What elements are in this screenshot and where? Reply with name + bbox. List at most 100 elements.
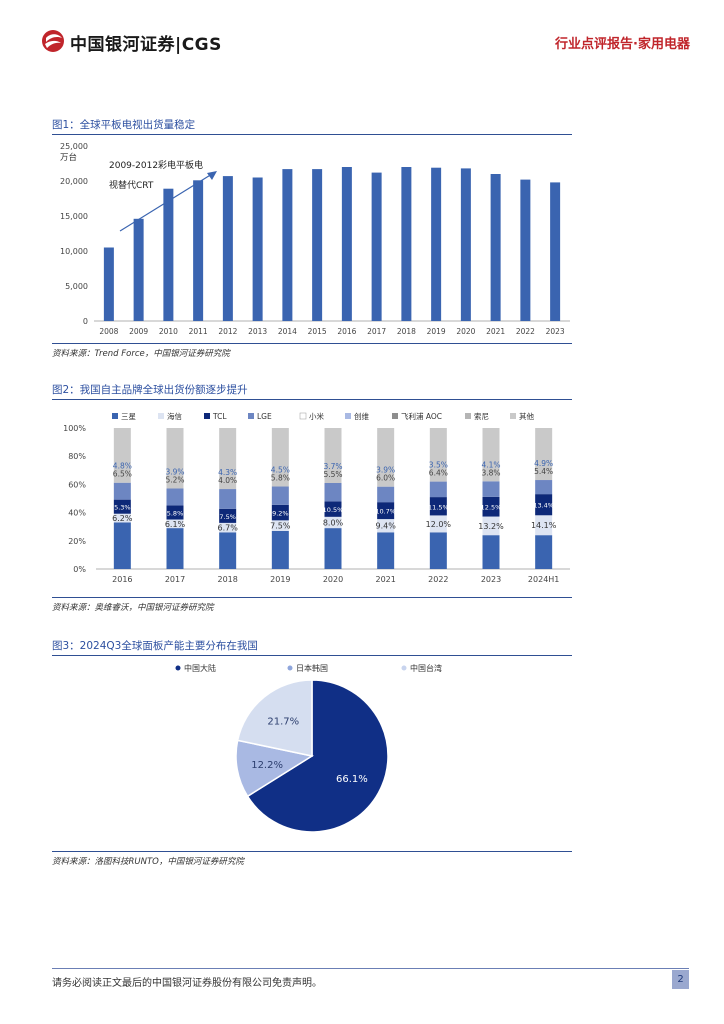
- x-tick-label: 2020: [323, 575, 343, 584]
- figure2-top-rule: [52, 399, 572, 400]
- x-tick-label: 2012: [218, 327, 237, 336]
- xiaomi-label: 3.5%: [429, 461, 448, 470]
- pie-slice-中国大陆: [246, 679, 389, 833]
- figure2-stacked-bar-chart: 三星 海信 TCL LGE 小米 创维 飞利浦 AOC 索尼 其他 100% 80% 60% 40% 20…: [63, 411, 570, 584]
- skyworth-label: 6.5%: [113, 470, 132, 479]
- x-tick-label: 2020: [456, 327, 475, 336]
- figure3-bottom-rule: [52, 851, 572, 852]
- x-tick-label: 2018: [397, 327, 416, 336]
- annotation-line1: 2009-2012彩电平板电: [109, 159, 203, 171]
- bar-segment-海信: [271, 520, 289, 531]
- bar-segment-TCL: [166, 505, 184, 520]
- x-tick-label: 2024H1: [528, 575, 559, 584]
- x-tick-label: 2017: [367, 327, 386, 336]
- xiaomi-label: 4.3%: [218, 468, 237, 477]
- bar-segment-LGE: [429, 481, 447, 498]
- bar-segment-LGE: [324, 482, 342, 502]
- legend-label: TCL: [212, 412, 227, 421]
- skyworth-label: 5.4%: [534, 467, 553, 476]
- x-tick-label: 2013: [248, 327, 267, 336]
- legend-label: 日本韩国: [296, 663, 328, 673]
- bar-segment-海信: [535, 515, 553, 536]
- bar-segment-海信: [113, 513, 131, 523]
- footer-disclaimer: 请务必阅读正文最后的中国银河证券股份有限公司免责声明。: [52, 978, 322, 989]
- bar-2023: [550, 182, 561, 321]
- y-tick-label: 60%: [68, 480, 86, 489]
- x-tick-label: 2014: [278, 327, 297, 336]
- x-tick-label: 2009: [129, 327, 148, 336]
- bar-2018: [401, 167, 412, 321]
- x-tick-label: 2010: [159, 327, 178, 336]
- report-type: 行业点评报告·家用电器: [555, 37, 690, 52]
- x-tick-label: 2021: [375, 575, 395, 584]
- tcl-label: 13.4%: [533, 502, 554, 510]
- hisense-label: 8.0%: [323, 518, 344, 527]
- figure3-top-rule: [52, 655, 572, 656]
- hisense-label: 6.1%: [165, 520, 186, 529]
- pie-label: 12.2%: [251, 760, 283, 771]
- x-tick-label: 2019: [270, 575, 290, 584]
- hisense-label: 13.2%: [478, 522, 504, 531]
- bar-2014: [282, 169, 293, 321]
- figure1-bottom-rule: [52, 343, 572, 344]
- figure2-title: 图2：我国自主品牌全球出货份额逐步提升: [52, 384, 248, 396]
- hisense-label: 9.4%: [376, 522, 397, 531]
- bar-segment-三星: [113, 522, 131, 569]
- bar-segment-TCL: [219, 508, 237, 523]
- bar-segment-三星: [429, 532, 447, 569]
- bar-segment-海信: [429, 515, 447, 533]
- bar-2009: [133, 218, 144, 321]
- y-tick-label: 25,000: [60, 142, 88, 151]
- bar-segment-海信: [219, 522, 237, 533]
- bar-segment-TCL: [271, 504, 289, 521]
- legend-swatch: [112, 413, 118, 419]
- figure1-title: 图1：全球平板电视出货量稳定: [52, 119, 196, 131]
- bar-segment-LGE: [219, 489, 237, 509]
- legend-label: 三星: [121, 412, 136, 421]
- skyworth-label: 5.5%: [323, 470, 342, 479]
- page-number: 2: [672, 970, 689, 989]
- x-tick-label: 2016: [337, 327, 356, 336]
- bar-segment-LGE: [113, 482, 131, 500]
- tcl-label: 5.3%: [114, 504, 131, 512]
- skyworth-label: 3.8%: [481, 468, 500, 477]
- legend-dot: [401, 665, 407, 671]
- tcl-label: 10.5%: [323, 506, 344, 514]
- pie-slice-日本韩国: [235, 739, 314, 798]
- legend-label: LGE: [257, 412, 272, 421]
- trend-arrow-line: [119, 173, 213, 232]
- figure3-pie-chart: 中国大陆 日本韩国 中国台湾 66.1% 12.2% 21.7%: [175, 663, 442, 833]
- y-tick-label: 15,000: [60, 212, 88, 221]
- tcl-label: 12.5%: [481, 504, 502, 512]
- pie-label: 66.1%: [336, 774, 368, 785]
- legend-swatch: [345, 413, 351, 419]
- bar-2021: [490, 174, 501, 321]
- y-axis-unit: 万台: [60, 152, 77, 163]
- bar-2015: [312, 169, 323, 321]
- legend-swatch: [299, 412, 307, 420]
- bar-2017: [371, 172, 382, 321]
- legend-swatch: [158, 413, 164, 419]
- xiaomi-label: 4.9%: [534, 459, 553, 468]
- bar-2010: [163, 188, 174, 321]
- legend-label: 中国台湾: [410, 663, 442, 673]
- annotation-line2: 视替代CRT: [109, 179, 154, 191]
- brand-logo-icon: [42, 30, 64, 52]
- y-tick-label: 80%: [68, 452, 86, 461]
- bar-segment-LGE: [271, 486, 289, 505]
- bar-segment-TCL: [377, 502, 395, 520]
- y-tick-label: 100%: [63, 424, 86, 433]
- x-tick-label: 2022: [428, 575, 448, 584]
- xiaomi-label: 4.5%: [271, 466, 290, 475]
- bar-segment-其他: [271, 428, 289, 487]
- bar-2019: [431, 167, 442, 321]
- x-tick-label: 2021: [486, 327, 505, 336]
- bar-segment-LGE: [166, 488, 184, 506]
- x-tick-label: 2008: [99, 327, 118, 336]
- bar-segment-海信: [324, 516, 342, 529]
- brand-name: 中国银河证券|CGS: [70, 35, 222, 55]
- figure3-title: 图3：2024Q3全球面板产能主要分布在我国: [52, 640, 258, 652]
- bar-segment-海信: [166, 519, 184, 529]
- y-tick-label: 20%: [68, 537, 86, 546]
- bar-2008: [103, 247, 114, 321]
